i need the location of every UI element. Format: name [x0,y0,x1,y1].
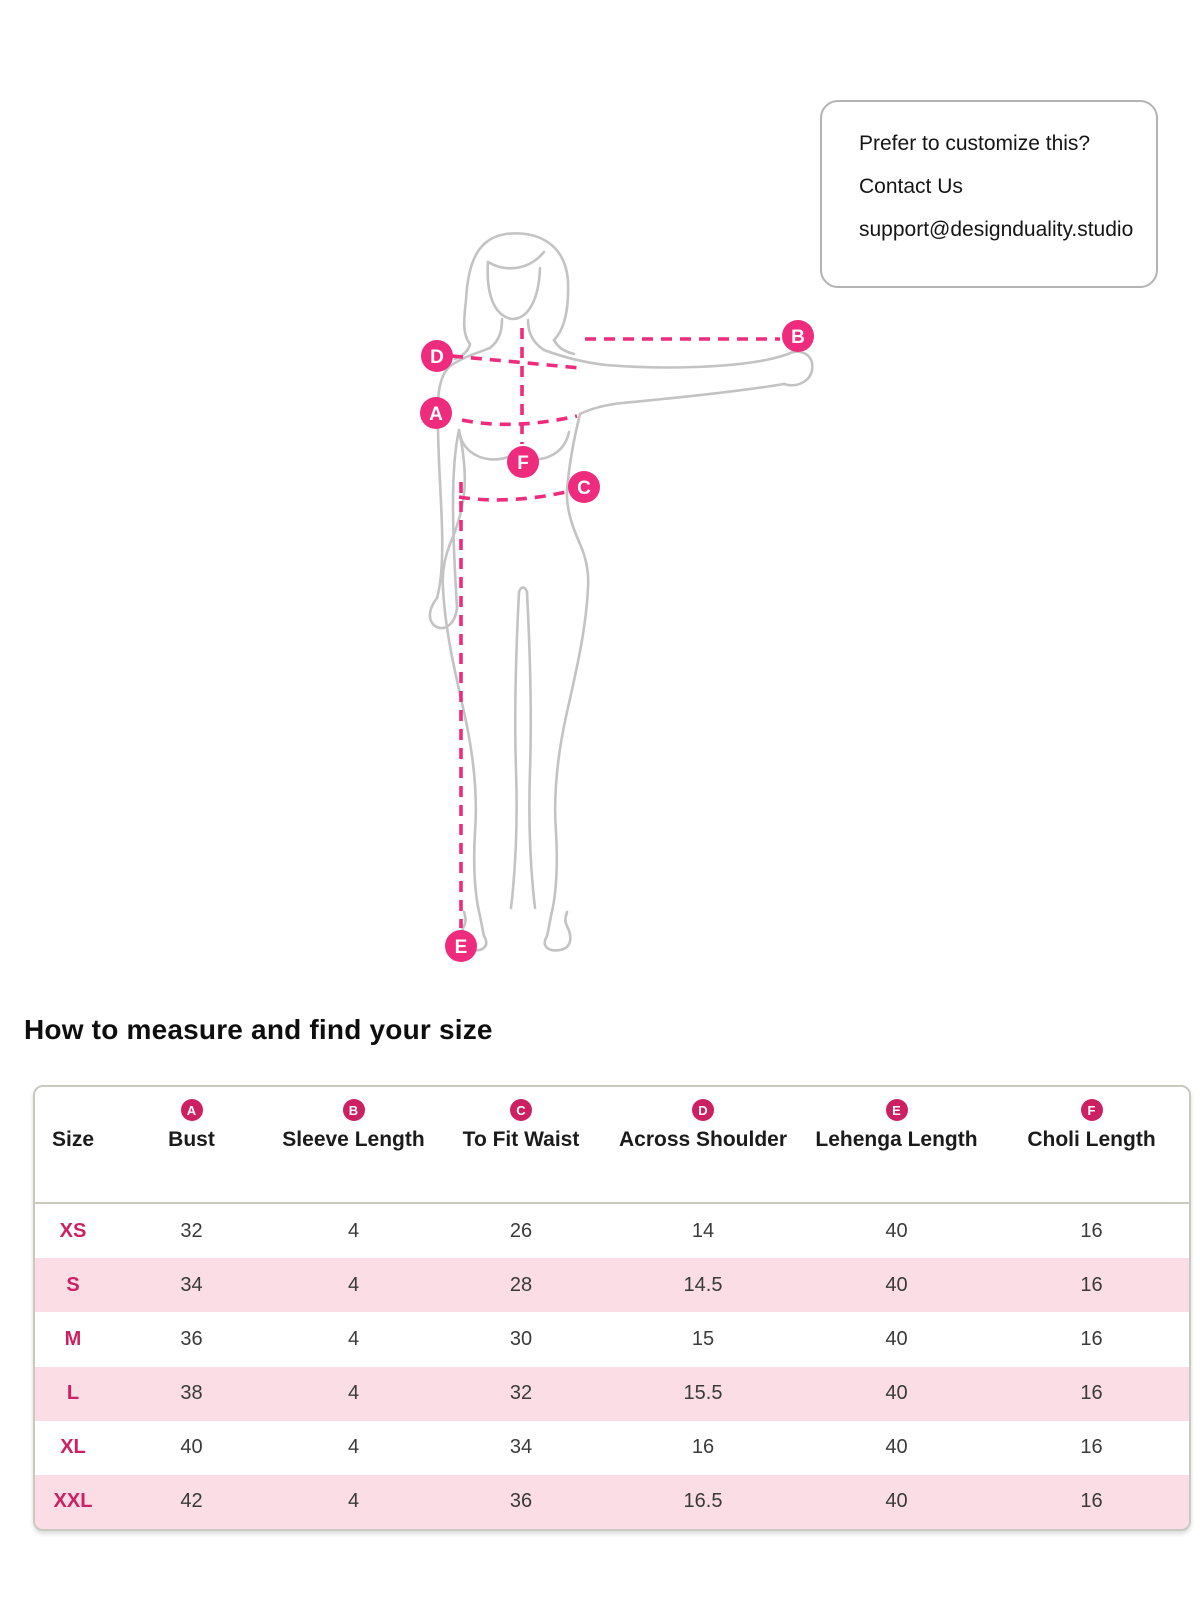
size-row-m: M 36 4 30 15 40 16 [35,1312,1189,1366]
measurement-figure: A B C D E F [420,232,814,962]
customize-callout: Prefer to customize this? Contact Us sup… [820,100,1158,288]
support-email: support@designduality.studio [859,218,1134,241]
cell-across-shoulder: 14 [691,1219,715,1242]
svg-text:A: A [429,404,443,425]
cell-across-shoulder: 14.5 [683,1273,723,1296]
marker-chip-e: E [885,1099,908,1121]
cell-across-shoulder: 15 [691,1327,715,1350]
bust-line [461,414,578,427]
cell-bust: 40 [180,1436,203,1459]
size-label: XL [60,1436,86,1459]
cell-bust: 34 [180,1273,203,1296]
measure-marker-b: B [782,320,814,352]
cell-lehenga-length: 40 [885,1273,908,1296]
size-label: XXL [53,1490,93,1513]
col-header-choli-length: F Choli Length [994,1099,1189,1202]
cell-to-fit-waist: 30 [509,1327,533,1350]
cell-sleeve-length: 4 [347,1273,360,1296]
callout-question: Prefer to customize this? [859,132,1091,155]
svg-text:E: E [455,937,468,958]
cell-sleeve-length: 4 [347,1327,360,1350]
cell-bust: 36 [180,1327,203,1350]
contact-us-text: Contact Us [859,175,963,198]
cell-across-shoulder: 15.5 [683,1382,723,1405]
size-label: XS [59,1219,87,1242]
svg-text:C: C [577,478,591,499]
cell-to-fit-waist: 34 [509,1436,533,1459]
cell-choli-length: 16 [1080,1219,1103,1242]
body-outline [428,232,814,952]
cell-to-fit-waist: 28 [509,1273,533,1296]
size-chart-table: Size A Bust B Sleeve Length C To Fit Wai… [33,1085,1191,1531]
cell-sleeve-length: 4 [347,1436,360,1459]
cell-choli-length: 16 [1080,1273,1103,1296]
measure-marker-c: C [568,471,600,503]
svg-text:F: F [517,453,529,474]
cell-sleeve-length: 4 [347,1490,360,1513]
measure-marker-a: A [420,397,452,429]
cell-sleeve-length: 4 [347,1382,360,1405]
cell-choli-length: 16 [1080,1327,1103,1350]
cell-lehenga-length: 40 [885,1219,908,1242]
marker-chip-a: A [180,1099,203,1121]
col-header-bust: A Bust [111,1099,272,1202]
col-header-sleeve-length: B Sleeve Length [272,1099,435,1202]
marker-chip-c: C [510,1099,532,1121]
size-label: S [66,1273,80,1296]
waist-line [458,490,567,502]
cell-bust: 38 [180,1382,203,1405]
col-header-to-fit-waist: C To Fit Waist [435,1099,607,1202]
size-chart-header: Size A Bust B Sleeve Length C To Fit Wai… [35,1087,1189,1204]
size-label: L [66,1382,80,1405]
col-header-lehenga-length: E Lehenga Length [799,1099,994,1202]
svg-text:B: B [791,327,805,348]
measure-marker-f: F [507,446,539,478]
size-row-s: S 34 4 28 14.5 40 16 [35,1258,1189,1313]
cell-choli-length: 16 [1080,1436,1103,1459]
size-row-l: L 38 4 32 15.5 40 16 [35,1366,1189,1421]
cell-choli-length: 16 [1080,1490,1103,1513]
svg-text:D: D [430,347,444,368]
size-row-xs: XS 32 4 26 14 40 16 [35,1204,1189,1258]
cell-across-shoulder: 16 [691,1436,715,1459]
cell-across-shoulder: 16.5 [683,1490,723,1513]
col-header-across-shoulder: D Across Shoulder [607,1099,799,1202]
cell-choli-length: 16 [1080,1382,1103,1405]
across-shoulder-line [451,354,581,370]
cell-lehenga-length: 40 [885,1382,908,1405]
size-chart-body: XS 32 4 26 14 40 16 S 34 4 28 14.5 40 16… [35,1204,1189,1529]
cell-sleeve-length: 4 [347,1219,360,1242]
cell-bust: 32 [180,1219,203,1242]
cell-bust: 42 [180,1490,203,1513]
cell-to-fit-waist: 32 [509,1382,533,1405]
marker-chip-d: D [692,1099,714,1121]
size-row-xl: XL 40 4 34 16 40 16 [35,1421,1189,1475]
marker-chip-f: F [1080,1099,1103,1121]
col-header-size: Size [51,1128,95,1151]
page-title: How to measure and find your size [24,1014,493,1045]
cell-to-fit-waist: 36 [509,1490,533,1513]
size-row-xxl: XXL 42 4 36 16.5 40 16 [35,1474,1189,1529]
marker-chip-b: B [342,1099,365,1121]
cell-lehenga-length: 40 [885,1436,908,1459]
cell-to-fit-waist: 26 [509,1219,533,1242]
measure-marker-d: D [421,340,453,372]
size-label: M [64,1327,82,1350]
cell-lehenga-length: 40 [885,1490,908,1513]
cell-lehenga-length: 40 [885,1327,908,1350]
measure-marker-e: E [445,930,477,962]
